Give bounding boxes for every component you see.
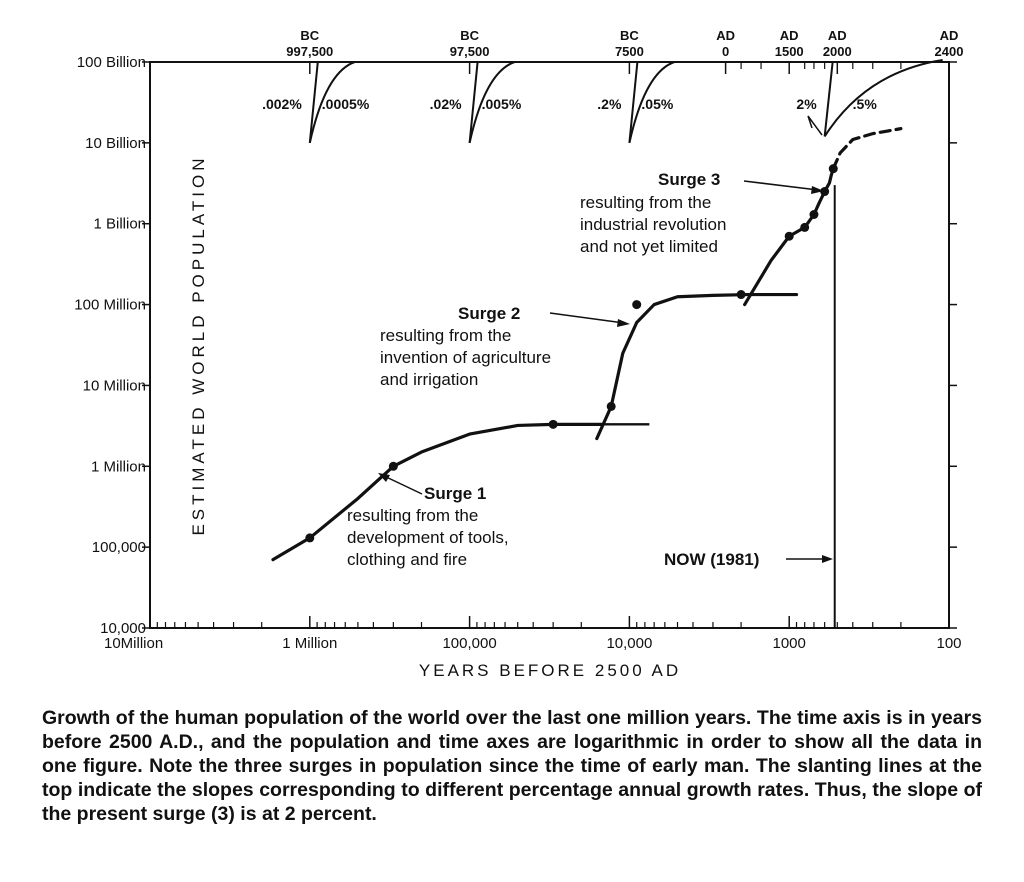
surge-2-arrow bbox=[549, 312, 625, 324]
x-tick-label: 10Million bbox=[104, 635, 163, 652]
top-tick-year: 2400 bbox=[935, 44, 964, 59]
top-tick-era: AD bbox=[716, 28, 735, 43]
top-axis-ticks: BC997,500BC97,500BC7500AD0AD1500AD2000AD… bbox=[286, 28, 963, 74]
data-point bbox=[820, 187, 830, 197]
surge-3-line-3: and not yet limited bbox=[580, 237, 718, 256]
data-point bbox=[606, 401, 616, 411]
surge-3-line-2: industrial revolution bbox=[580, 215, 726, 234]
y-axis-label: ESTIMATED WORLD POPULATION bbox=[189, 154, 208, 535]
surge-2-arrowhead bbox=[617, 319, 630, 327]
top-tick-era: AD bbox=[828, 28, 847, 43]
surge-3-arrowhead bbox=[811, 186, 824, 194]
surge-2-title: Surge 2 bbox=[458, 304, 520, 323]
top-tick-year: 1500 bbox=[775, 44, 804, 59]
surge-2-line-3: and irrigation bbox=[380, 370, 478, 389]
y-tick-label: 1 Billion bbox=[93, 216, 146, 233]
surge-1-line-2: development of tools, bbox=[347, 528, 509, 547]
surge-1-arrowhead bbox=[378, 473, 390, 482]
y-tick-label: 10 Billion bbox=[85, 135, 146, 152]
rate-shallow-curve bbox=[628, 61, 675, 144]
surge-3-arrow bbox=[743, 180, 819, 191]
x-tick-label: 1 Million bbox=[282, 635, 337, 652]
x-tick-label: 100,000 bbox=[442, 635, 496, 652]
rate-2pct-arrow bbox=[807, 115, 823, 136]
y-tick-label: 10 Million bbox=[83, 377, 146, 394]
surge-1-line-3: clothing and fire bbox=[347, 550, 467, 569]
surge-2-line-2: invention of agriculture bbox=[380, 348, 551, 367]
y-tick-label: 10,000 bbox=[100, 620, 146, 637]
surge-2-annotation: Surge 2 resulting from the invention of … bbox=[380, 304, 630, 389]
data-point bbox=[305, 533, 315, 543]
data-point bbox=[548, 419, 558, 429]
series-line-surge-1 bbox=[271, 422, 603, 562]
data-points bbox=[305, 164, 838, 543]
y-tick-label: 1 Million bbox=[91, 458, 146, 475]
x-tick-label: 100 bbox=[936, 635, 961, 652]
top-tick-year: 0 bbox=[722, 44, 729, 59]
rate-label-right: .5% bbox=[853, 96, 878, 112]
rate-shallow-curve bbox=[823, 59, 943, 137]
surge-2-line-1: resulting from the bbox=[380, 326, 511, 345]
y-tick-label: 100 Million bbox=[74, 297, 146, 314]
surge-1-title: Surge 1 bbox=[424, 484, 486, 503]
data-point bbox=[736, 290, 746, 300]
rate-steep-line bbox=[823, 61, 834, 137]
top-tick-year: 97,500 bbox=[450, 44, 490, 59]
data-point bbox=[800, 222, 810, 232]
surge-1-arrow bbox=[381, 474, 423, 495]
rate-label-left: .002% bbox=[262, 96, 302, 112]
rate-label-left: .2% bbox=[597, 96, 622, 112]
x-tick-label: 1000 bbox=[773, 635, 806, 652]
data-point bbox=[388, 461, 398, 471]
rate-label-left: 2% bbox=[796, 96, 817, 112]
surge-1-line-1: resulting from the bbox=[347, 506, 478, 525]
data-point bbox=[784, 231, 794, 241]
rate-label-right: .05% bbox=[641, 96, 673, 112]
rate-steep-line bbox=[468, 61, 479, 143]
series-line-surge-3 bbox=[743, 167, 835, 307]
now-annotation: NOW (1981) bbox=[664, 550, 833, 569]
series-line-projection bbox=[831, 127, 903, 171]
x-axis-ticks: 10Million 1 Million 100,000 10,000 1000 100 bbox=[104, 616, 962, 652]
top-tick-era: BC bbox=[300, 28, 319, 43]
rate-shallow-curve bbox=[468, 61, 515, 144]
data-point bbox=[828, 164, 838, 174]
population-chart: 100 Billion 10 Billion 1 Billion 100 Millio… bbox=[74, 28, 963, 680]
top-tick-year: 997,500 bbox=[286, 44, 333, 59]
rate-label-left: .02% bbox=[430, 96, 462, 112]
top-tick-year: 7500 bbox=[615, 44, 644, 59]
top-tick-era: BC bbox=[620, 28, 639, 43]
rate-label-right: .0005% bbox=[322, 96, 370, 112]
top-tick-era: AD bbox=[780, 28, 799, 43]
surge-3-annotation: Surge 3 resulting from the industrial re… bbox=[580, 170, 824, 256]
figure-caption: Growth of the human population of the wo… bbox=[42, 707, 982, 825]
y-axis-ticks: 100 Billion 10 Billion 1 Billion 100 Millio… bbox=[74, 54, 957, 637]
rate-shallow-curve bbox=[308, 61, 356, 144]
series-group bbox=[271, 127, 903, 562]
x-axis-label: YEARS BEFORE 2500 AD bbox=[419, 661, 681, 680]
series-line-surge-2 bbox=[595, 292, 799, 441]
top-tick-era: BC bbox=[460, 28, 479, 43]
top-tick-year: 2000 bbox=[823, 44, 852, 59]
data-point bbox=[809, 210, 819, 220]
rate-label-right: .005% bbox=[482, 96, 522, 112]
surge-3-line-1: resulting from the bbox=[580, 193, 711, 212]
rate-steep-line bbox=[628, 61, 639, 143]
growth-rate-marks: .002% .0005% .02% .005% .2% .05% 2% .5% bbox=[262, 59, 943, 144]
y-tick-label: 100 Billion bbox=[77, 54, 146, 71]
data-point bbox=[632, 300, 642, 310]
top-tick-era: AD bbox=[940, 28, 959, 43]
plot-frame bbox=[149, 61, 950, 629]
surge-1-annotation: Surge 1 resulting from the development o… bbox=[347, 473, 509, 569]
now-label: NOW (1981) bbox=[664, 550, 759, 569]
rate-steep-line bbox=[308, 61, 319, 143]
surge-3-title: Surge 3 bbox=[658, 170, 720, 189]
x-tick-label: 10,000 bbox=[606, 635, 652, 652]
now-arrowhead bbox=[822, 555, 833, 563]
y-tick-label: 100,000 bbox=[92, 539, 146, 556]
